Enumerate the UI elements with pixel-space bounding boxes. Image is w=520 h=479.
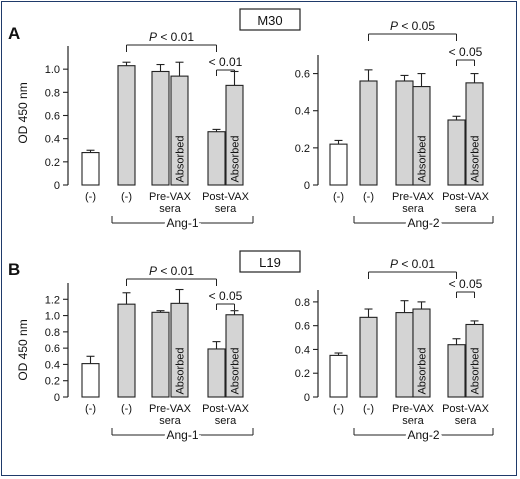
x-label-post-sera: sera	[455, 415, 477, 427]
y-tick-label: 0.2	[45, 157, 60, 169]
y-tick-label: 0.2	[295, 368, 310, 380]
x-label-neg-control: (-)	[333, 403, 344, 415]
sub-p-label: < 0.01	[209, 55, 243, 69]
y-tick-label: 1.2	[45, 294, 60, 306]
y-tick-label: 0.8	[45, 327, 60, 339]
y-tick-label: 0	[304, 180, 310, 192]
panel-b-title-box	[239, 250, 301, 273]
sub-p-label: < 0.05	[449, 277, 483, 291]
x-label-post: Post-VAX	[442, 191, 490, 203]
y-tick-label: 0.6	[45, 111, 60, 123]
bar	[207, 131, 226, 186]
y-tick-label: 0.2	[45, 376, 60, 388]
y-tick-label: 0.4	[45, 359, 60, 371]
x-label-pre-sera: sera	[402, 415, 424, 427]
absorbed-label: Absorbed	[175, 347, 187, 394]
group-label: Ang-2	[407, 216, 439, 230]
x-label-neg: (-)	[121, 191, 132, 203]
p-value-label: P < 0.01	[149, 264, 194, 278]
sub-p-label: < 0.05	[209, 289, 243, 303]
bar	[359, 80, 378, 186]
x-label-neg-control: (-)	[85, 191, 96, 203]
bar	[395, 312, 414, 398]
x-label-pre: Pre-VAX	[149, 403, 192, 415]
x-label-pre: Pre-VAX	[149, 191, 192, 203]
x-label-neg: (-)	[121, 403, 132, 415]
absorbed-label: Absorbed	[470, 135, 482, 182]
x-label-neg-control: (-)	[333, 191, 344, 203]
x-label-pre-sera: sera	[402, 203, 424, 215]
panel-a-ylabel: OD 450 nm	[16, 82, 30, 143]
panel-b-title: L19	[259, 255, 281, 270]
absorbed-label: Absorbed	[175, 135, 187, 182]
y-tick-label: 0.2	[295, 143, 310, 155]
y-tick-label: 0.6	[45, 343, 60, 355]
bar	[329, 354, 348, 398]
bar	[151, 311, 170, 398]
group-label: Ang-1	[166, 216, 198, 230]
y-tick-label: 0.8	[295, 297, 310, 309]
x-label-pre-sera: sera	[159, 203, 181, 215]
panel-a-title: M30	[257, 13, 282, 28]
x-label-neg: (-)	[363, 403, 374, 415]
y-tick-label: 0.4	[295, 344, 310, 356]
y-tick-label: 0.6	[295, 321, 310, 333]
panel-b-letter: B	[8, 260, 20, 279]
y-tick-label: 0	[54, 180, 60, 192]
p-value-label: P < 0.01	[149, 30, 194, 44]
y-tick-label: 1.0	[45, 311, 60, 323]
absorbed-label: Absorbed	[417, 347, 429, 394]
x-label-pre: Pre-VAX	[392, 403, 435, 415]
x-label-post-sera: sera	[215, 203, 237, 215]
bar	[117, 65, 136, 186]
bar	[447, 344, 466, 398]
x-label-neg-control: (-)	[85, 403, 96, 415]
bar	[447, 119, 466, 186]
y-tick-label: 0	[54, 392, 60, 404]
x-label-post: Post-VAX	[202, 191, 250, 203]
x-label-pre-sera: sera	[159, 415, 181, 427]
bar	[151, 70, 170, 186]
y-tick-label: 0	[304, 392, 310, 404]
absorbed-label: Absorbed	[230, 135, 242, 182]
charts-layer: 0 0.2 0.4 0.6 0.8 1.0 Absorbed Absorbed P < 0.01…	[45, 19, 494, 445]
bar	[329, 143, 348, 186]
y-tick-label: 1.0	[45, 64, 60, 76]
group-label: Ang-2	[407, 428, 439, 442]
absorbed-label: Absorbed	[417, 135, 429, 182]
group-label: Ang-1	[166, 428, 198, 442]
bar	[395, 80, 414, 186]
p-value-label: P < 0.05	[390, 19, 435, 33]
x-label-neg: (-)	[363, 191, 374, 203]
bar	[117, 303, 136, 398]
bar	[207, 348, 226, 398]
y-tick-label: 0.4	[295, 106, 310, 118]
x-label-pre: Pre-VAX	[392, 191, 435, 203]
bar	[81, 152, 100, 186]
x-label-post-sera: sera	[215, 415, 237, 427]
panel-a-letter: A	[8, 24, 20, 43]
y-tick-label: 0.6	[295, 69, 310, 81]
y-tick-label: 0.8	[45, 87, 60, 99]
panel-b-ylabel: OD 450 nm	[16, 319, 30, 380]
bar	[359, 316, 378, 398]
panel-a-title-box	[239, 8, 301, 31]
p-value-label: P < 0.01	[390, 257, 435, 271]
absorbed-label: Absorbed	[470, 347, 482, 394]
y-tick-label: 0.4	[45, 134, 60, 146]
x-label-post: Post-VAX	[202, 403, 250, 415]
bar	[81, 363, 100, 398]
absorbed-label: Absorbed	[230, 347, 242, 394]
x-label-post: Post-VAX	[442, 403, 490, 415]
x-label-post-sera: sera	[455, 203, 477, 215]
sub-p-label: < 0.05	[449, 45, 483, 59]
